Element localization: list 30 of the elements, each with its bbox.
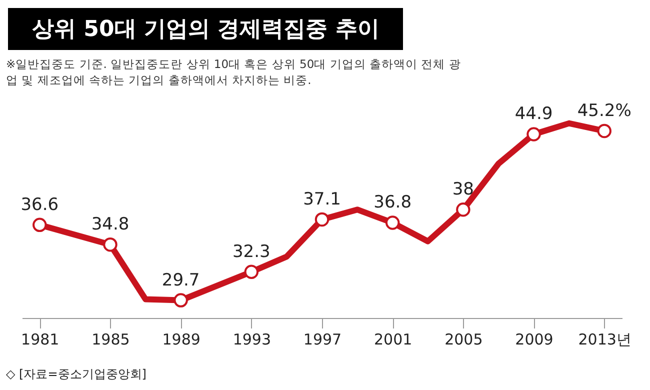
- x-tick-label: 1981: [21, 330, 60, 348]
- point: [32, 218, 47, 232]
- text: ◇ [자료=중소기업중앙회]: [6, 366, 146, 383]
- x-tick-label: 2009: [515, 330, 554, 348]
- data-label: 45.2%: [577, 100, 632, 121]
- x-tick-label: 1989: [162, 330, 200, 348]
- point: [103, 237, 118, 252]
- data-label: 37.1: [303, 189, 341, 210]
- point: [385, 216, 400, 230]
- point: [597, 124, 612, 138]
- x-tick-label: 2013년: [578, 330, 632, 348]
- chart-subtitle: ※일반집중도 기준. 일반집중도란 상위 10대 혹은 상위 50대 기업의 출하액이 전체 광업 및 제조업에 속하는 기업의 출하액에서 차지하는 비중.: [6, 56, 462, 88]
- data-label: 44.9: [514, 104, 553, 124]
- chart-title: 상위 50대 기업의 경제력집중 추이: [8, 8, 404, 50]
- x-tick-label: 1985: [92, 330, 130, 348]
- point: [174, 293, 188, 308]
- x-tick-label: 1997: [303, 330, 342, 348]
- x-tick-label: 2005: [444, 330, 483, 348]
- data-label: 36.6: [20, 194, 59, 215]
- x-tick-label: 2001: [374, 330, 412, 348]
- point: [456, 202, 470, 217]
- data-label: 32.3: [232, 242, 270, 262]
- point: [314, 212, 330, 227]
- x-tick-label: 1993: [232, 330, 272, 348]
- point: [244, 264, 259, 280]
- data-label: 38: [452, 180, 474, 200]
- point: [526, 127, 541, 142]
- data-label: 36.8: [374, 192, 412, 213]
- data-label: 29.7: [162, 270, 200, 290]
- data-label: 34.8: [91, 214, 130, 235]
